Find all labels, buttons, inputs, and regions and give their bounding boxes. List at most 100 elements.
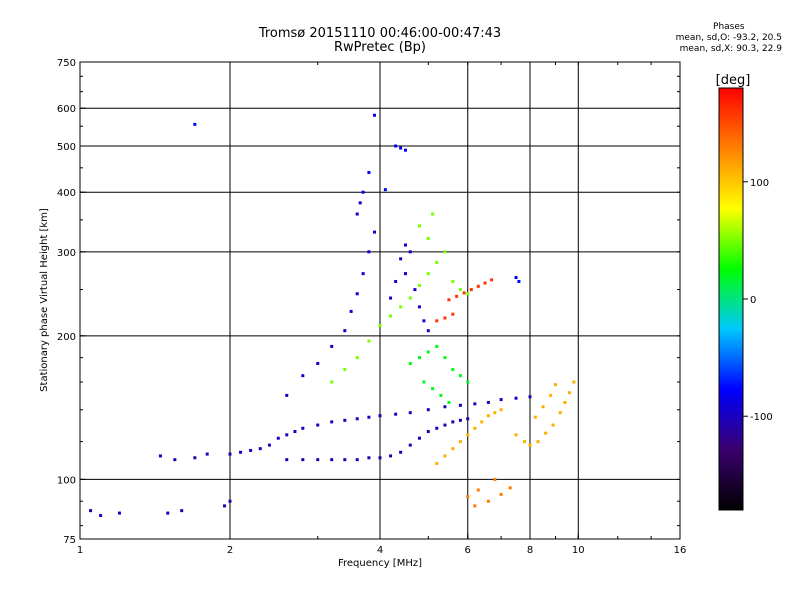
data-point <box>394 279 398 283</box>
data-point <box>316 361 320 365</box>
data-point <box>426 329 430 333</box>
data-point <box>466 495 470 499</box>
data-point <box>458 403 462 407</box>
data-point <box>301 374 305 378</box>
data-point <box>389 296 393 300</box>
data-point <box>343 418 347 422</box>
data-point <box>330 420 334 424</box>
data-point <box>476 488 480 492</box>
data-point <box>514 396 518 400</box>
data-point <box>553 383 557 387</box>
colorbar <box>718 87 744 511</box>
data-point <box>417 356 421 360</box>
y-axis: 75 100 200 300 400 500 600 750 <box>57 58 680 546</box>
colorbar-tick-label: 0 <box>750 295 756 306</box>
data-point <box>301 426 305 430</box>
data-point <box>301 458 305 462</box>
data-point <box>117 511 121 515</box>
data-point <box>316 458 320 462</box>
data-point <box>378 456 382 460</box>
y-tick-label: 100 <box>57 475 76 486</box>
data-point <box>258 447 262 451</box>
data-points <box>89 113 576 518</box>
data-point <box>158 454 162 458</box>
data-point <box>486 400 490 404</box>
data-point <box>451 367 455 371</box>
colorbar-ticks: 100 0 -100 <box>743 178 773 423</box>
data-point <box>451 312 455 316</box>
y-tick-label: 300 <box>57 248 76 259</box>
data-point <box>443 454 447 458</box>
data-point <box>267 443 271 447</box>
data-point <box>408 411 412 415</box>
data-point <box>330 380 334 384</box>
data-point <box>358 201 362 205</box>
phases-legend: Phases mean, sd,O: -93.2, 20.5 mean, sd,… <box>676 22 782 55</box>
data-point <box>447 298 451 302</box>
data-point <box>443 316 447 320</box>
data-point <box>493 411 497 415</box>
data-point <box>173 458 177 462</box>
chart-subtitle: RwPretec (Bp) <box>333 40 427 55</box>
data-point <box>426 408 430 412</box>
data-point <box>572 380 576 384</box>
data-point <box>293 430 297 434</box>
data-point <box>443 356 447 360</box>
y-tick-label: 750 <box>57 58 76 69</box>
data-point <box>466 417 470 421</box>
data-point <box>285 393 289 397</box>
x-axis: 1 2 4 6 8 10 16 <box>77 62 686 556</box>
data-point <box>394 144 398 148</box>
data-point <box>544 431 548 435</box>
data-point <box>439 393 443 397</box>
data-point <box>367 415 371 419</box>
data-point <box>514 433 518 437</box>
data-point <box>483 281 487 285</box>
data-point <box>528 443 532 447</box>
data-point <box>343 367 347 371</box>
data-point <box>447 400 451 404</box>
data-point <box>551 423 555 427</box>
data-point <box>367 170 371 174</box>
data-point <box>486 499 490 503</box>
data-point <box>431 387 435 391</box>
data-point <box>417 436 421 440</box>
data-point <box>389 314 393 318</box>
data-point <box>443 405 447 409</box>
data-point <box>558 411 562 415</box>
data-point <box>469 288 473 292</box>
data-point <box>205 452 209 456</box>
data-point <box>394 412 398 416</box>
data-point <box>349 309 353 313</box>
data-point <box>223 504 227 508</box>
data-point <box>426 272 430 276</box>
data-point <box>193 122 197 126</box>
data-point <box>403 243 407 247</box>
data-point <box>180 509 184 513</box>
data-point <box>330 344 334 348</box>
data-point <box>422 380 426 384</box>
data-point <box>435 319 439 323</box>
data-point <box>367 339 371 343</box>
data-point <box>493 477 497 481</box>
data-point <box>541 405 545 409</box>
data-point <box>451 447 455 451</box>
y-tick-label: 400 <box>57 188 76 199</box>
y-tick-label: 600 <box>57 104 76 115</box>
data-point <box>435 260 439 264</box>
data-point <box>528 395 532 399</box>
data-point <box>389 454 393 458</box>
data-point <box>367 250 371 254</box>
data-point <box>458 418 462 422</box>
data-point <box>373 113 377 117</box>
data-point <box>417 283 421 287</box>
data-point <box>473 402 477 406</box>
data-point <box>451 420 455 424</box>
data-point <box>355 458 359 462</box>
y-tick-label: 500 <box>57 142 76 153</box>
data-point <box>466 380 470 384</box>
data-point <box>355 417 359 421</box>
data-point <box>458 374 462 378</box>
x-tick-label: 4 <box>377 545 383 556</box>
